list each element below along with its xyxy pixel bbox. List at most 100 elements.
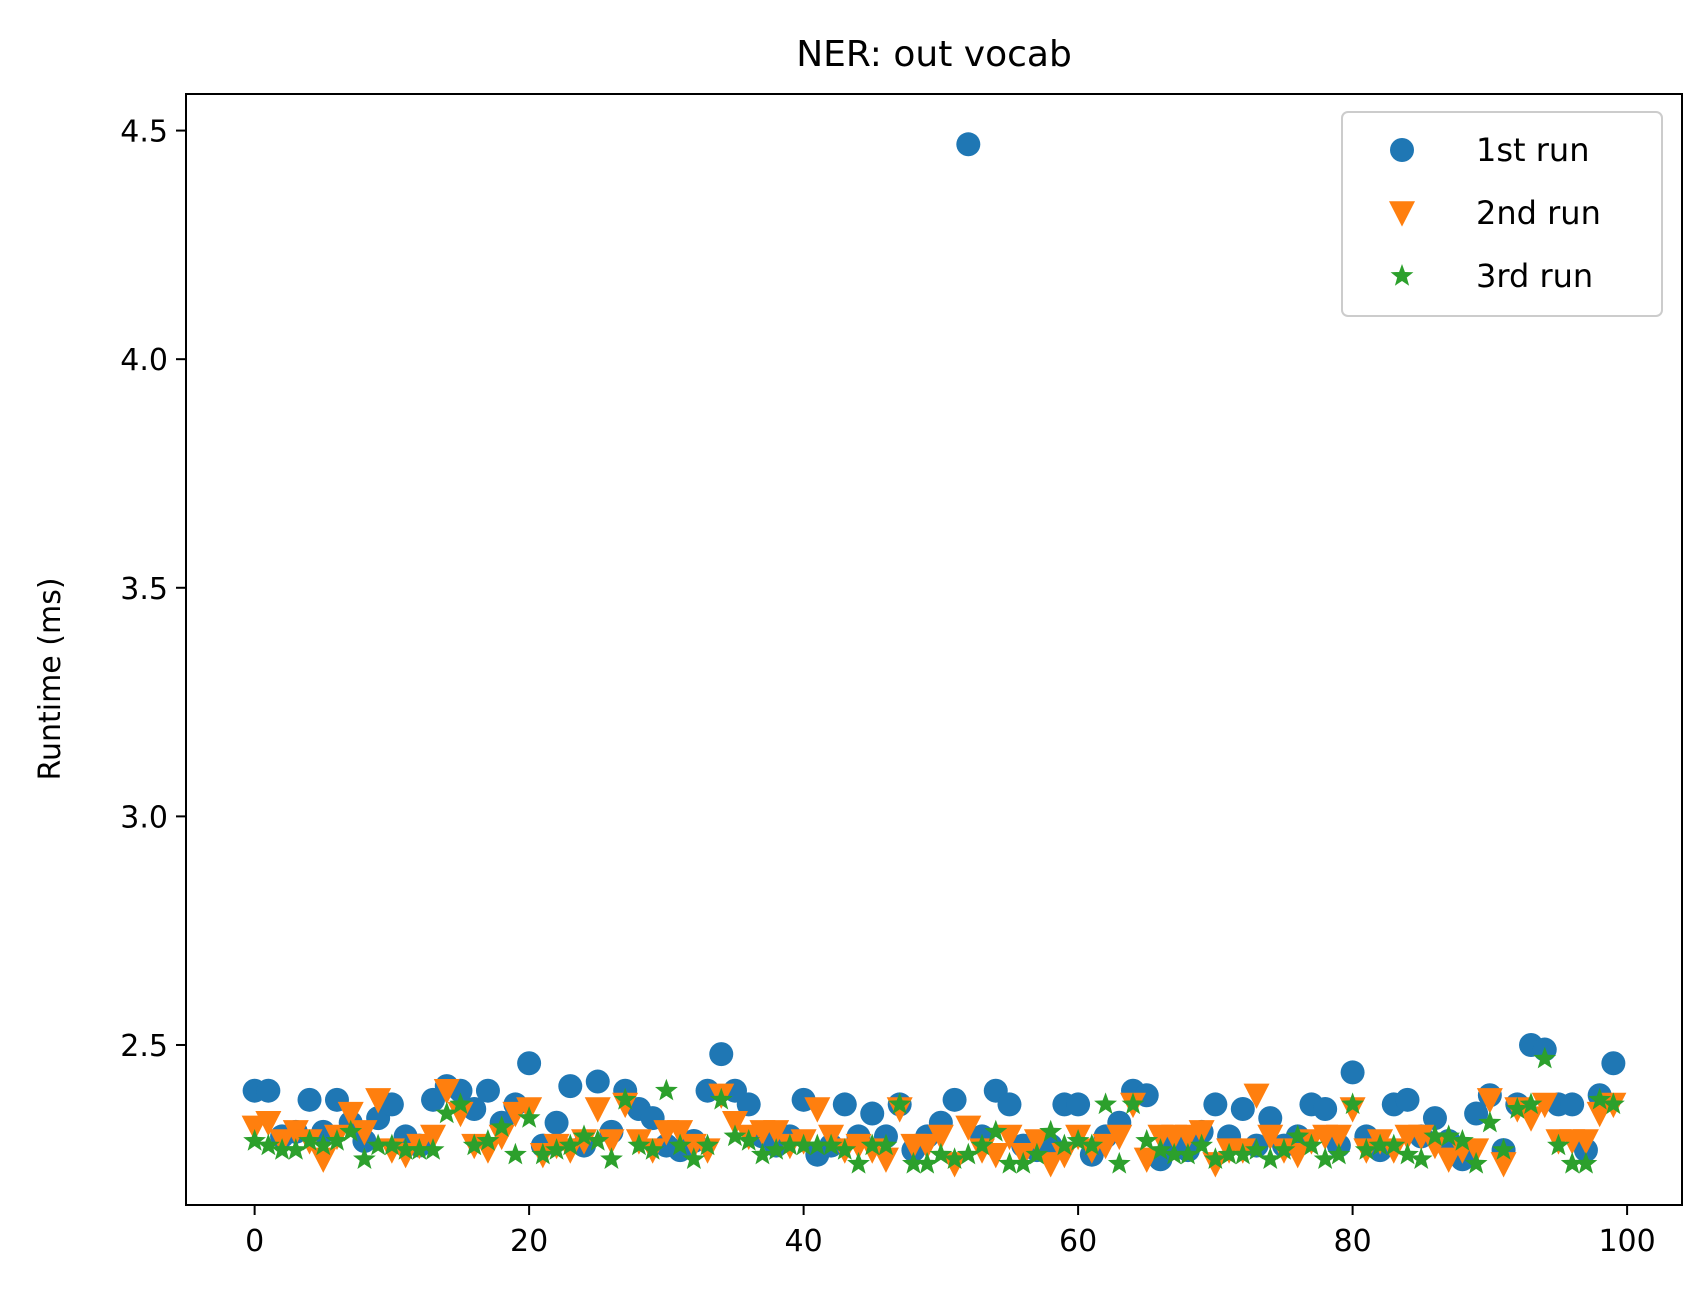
data-point xyxy=(1023,1129,1050,1155)
legend-label: 2nd run xyxy=(1476,194,1601,232)
data-point xyxy=(421,1138,445,1160)
data-point xyxy=(297,1087,322,1112)
data-point xyxy=(1464,1151,1488,1174)
data-point xyxy=(709,1042,734,1067)
data-point xyxy=(819,1133,843,1156)
data-point xyxy=(1203,1147,1227,1169)
data-point xyxy=(284,1138,308,1160)
data-point xyxy=(1121,1092,1145,1115)
data-point xyxy=(1382,1133,1406,1156)
data-point xyxy=(627,1133,651,1156)
data-point xyxy=(1601,1051,1626,1076)
data-point xyxy=(1080,1133,1104,1156)
data-point xyxy=(942,1087,967,1112)
data-point xyxy=(804,1097,831,1123)
data-point xyxy=(1133,1147,1160,1173)
y-tick-label: 2.5 xyxy=(120,1029,168,1064)
data-point xyxy=(1519,1092,1543,1115)
data-point xyxy=(860,1133,884,1156)
data-point xyxy=(1505,1097,1529,1119)
data-point xyxy=(668,1133,692,1156)
data-point xyxy=(449,1092,472,1115)
data-point xyxy=(805,1133,829,1156)
data-point xyxy=(1203,1092,1228,1117)
data-point xyxy=(1135,1129,1159,1151)
data-point xyxy=(504,1142,527,1165)
data-point xyxy=(1492,1138,1515,1160)
legend-label: 3rd run xyxy=(1476,257,1593,295)
data-point xyxy=(325,1129,349,1151)
legend: 1st run 2nd run 3rd run xyxy=(1341,111,1663,317)
data-point xyxy=(1572,1129,1599,1155)
legend-box xyxy=(1341,111,1663,317)
data-point xyxy=(956,1142,980,1165)
data-point xyxy=(792,1133,815,1156)
data-point xyxy=(1588,1087,1612,1110)
data-point xyxy=(1602,1092,1625,1115)
data-point xyxy=(1395,1087,1420,1112)
data-point xyxy=(1230,1096,1255,1121)
data-point xyxy=(1354,1138,1378,1160)
data-point xyxy=(1368,1133,1392,1156)
data-point xyxy=(737,1129,761,1151)
data-point xyxy=(1560,1092,1585,1117)
data-point xyxy=(558,1074,583,1099)
data-point xyxy=(764,1138,788,1160)
data-point xyxy=(984,1119,1008,1142)
data-point xyxy=(270,1138,294,1160)
data-point xyxy=(1547,1133,1570,1156)
data-point xyxy=(613,1087,637,1110)
data-point xyxy=(517,1106,541,1128)
y-axis-label: Runtime (ms) xyxy=(33,577,68,780)
data-point xyxy=(1066,1129,1090,1151)
data-point xyxy=(1106,1124,1133,1151)
data-point xyxy=(600,1147,623,1169)
x-tick-label: 80 xyxy=(1334,1224,1372,1259)
data-point xyxy=(1313,1147,1337,1169)
x-tick-label: 0 xyxy=(245,1224,264,1259)
data-point xyxy=(888,1092,912,1115)
data-point xyxy=(1053,1133,1076,1156)
data-point xyxy=(1258,1106,1283,1131)
data-point xyxy=(1560,1151,1584,1174)
data-point xyxy=(1574,1151,1598,1174)
data-point xyxy=(598,1129,625,1155)
data-point xyxy=(544,1110,569,1135)
data-point xyxy=(255,1111,282,1137)
data-point xyxy=(1340,1060,1365,1085)
data-point xyxy=(709,1087,733,1110)
data-point xyxy=(1300,1133,1323,1156)
data-point xyxy=(1107,1151,1131,1174)
data-point xyxy=(641,1138,665,1160)
data-point xyxy=(1188,1120,1215,1146)
data-point xyxy=(943,1147,966,1169)
data-point xyxy=(351,1120,378,1146)
data-point xyxy=(833,1138,857,1160)
legend-marker xyxy=(1390,138,1414,162)
data-point xyxy=(997,1092,1022,1117)
data-point xyxy=(488,1124,515,1151)
data-point xyxy=(366,1133,390,1156)
data-point xyxy=(435,1101,459,1124)
data-point xyxy=(447,1101,474,1128)
data-point xyxy=(1258,1147,1282,1169)
data-point xyxy=(1231,1142,1255,1165)
x-tick-label: 100 xyxy=(1598,1224,1655,1259)
data-point xyxy=(1039,1119,1063,1142)
data-point xyxy=(584,1097,611,1123)
x-tick-label: 40 xyxy=(785,1224,823,1259)
data-point xyxy=(914,1133,941,1160)
x-tick-label: 60 xyxy=(1059,1224,1097,1259)
data-point xyxy=(339,1119,363,1142)
data-point xyxy=(970,1133,994,1156)
series-3 xyxy=(243,1046,1625,1174)
data-point xyxy=(1176,1142,1200,1165)
data-point xyxy=(572,1124,596,1147)
x-tick-label: 20 xyxy=(510,1224,548,1259)
data-point xyxy=(585,1069,610,1094)
data-point xyxy=(1190,1133,1213,1156)
data-point xyxy=(433,1078,460,1105)
data-point xyxy=(955,1115,982,1141)
data-point xyxy=(667,1120,694,1146)
